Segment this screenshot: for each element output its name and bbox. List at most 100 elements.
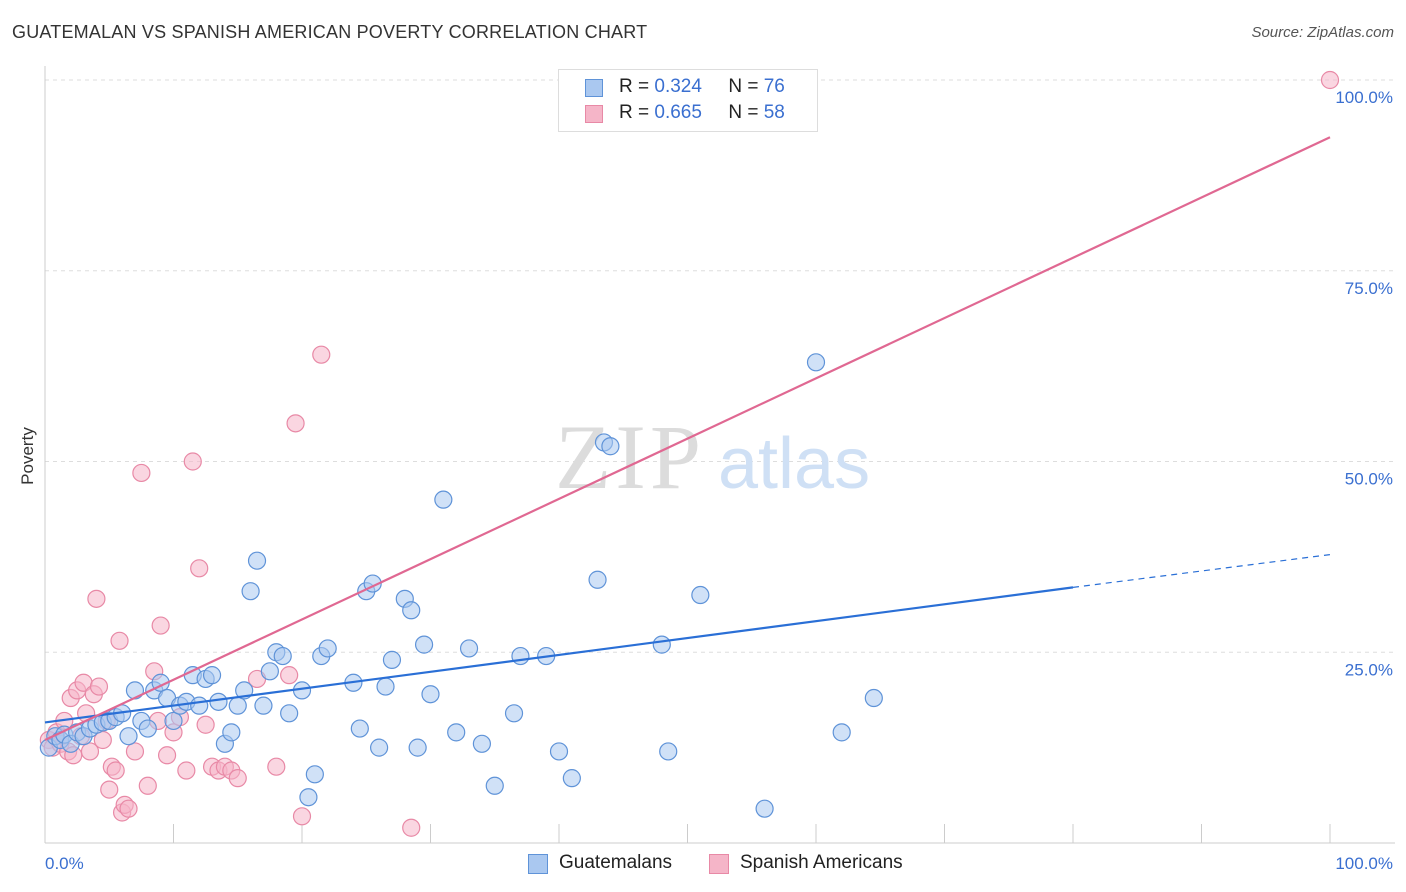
guatemalans-point: [601, 437, 620, 456]
y-tick-label: 25.0%: [1345, 660, 1393, 679]
watermark-zip: ZIP: [555, 406, 705, 508]
guatemalans-point: [190, 696, 209, 715]
guatemalans-point: [659, 742, 678, 761]
spanish-americans-point: [190, 559, 209, 578]
axes: [44, 66, 1395, 844]
guatemalans-point: [402, 601, 421, 620]
legend-swatch-pink: [585, 105, 603, 123]
guatemalans-point: [832, 723, 851, 742]
spanish-americans-point: [1320, 70, 1340, 90]
guatemalans-point: [273, 646, 292, 666]
guatemalans-point: [247, 551, 267, 570]
guatemalans-point: [414, 635, 434, 654]
spanish-americans-point: [402, 818, 421, 837]
guatemalans-point: [562, 769, 581, 788]
guatemalans-point: [588, 570, 607, 589]
spanish-americans-point: [138, 776, 157, 795]
x-tick-label-max: 100.0%: [1335, 854, 1393, 873]
spanish-americans-point: [119, 799, 138, 818]
y-tick-label: 50.0%: [1345, 470, 1393, 489]
spanish-americans-point: [196, 715, 215, 734]
legend-swatch-blue: [585, 79, 603, 97]
guatemalans-point: [350, 719, 369, 738]
spanish-americans-point: [106, 761, 125, 780]
guatemalans-trend-line: [44, 586, 1074, 724]
guatemalans-point: [138, 719, 157, 738]
guatemalans-point: [280, 704, 299, 723]
guatemalans-point: [382, 650, 402, 669]
guatemalans-point: [202, 666, 222, 685]
guatemalans-point: [241, 582, 260, 601]
spanish-americans-trend-line: [44, 136, 1331, 741]
guatemalans-point: [504, 704, 524, 723]
trend-lines: [44, 136, 1331, 741]
legend-n-value-guatemalans: 76: [763, 76, 785, 97]
guatemalans-point: [370, 738, 389, 757]
correlation-legend: R = 0.324 N = 76 R = 0.665 N = 58: [558, 69, 818, 132]
spanish-americans-point: [286, 414, 305, 433]
legend-r-label: R =: [619, 102, 650, 123]
guatemalans-point: [755, 799, 774, 818]
guatemalans-point: [434, 490, 453, 509]
spanish-americans-point: [228, 769, 247, 788]
guatemalans-point: [305, 765, 324, 784]
spanish-americans-point: [132, 463, 151, 483]
guatemalans-point: [209, 692, 228, 711]
guatemalans-point: [549, 742, 569, 761]
spanish-americans-point: [89, 677, 109, 696]
spanish-americans-point: [280, 666, 299, 685]
chart-title: GUATEMALAN VS SPANISH AMERICAN POVERTY C…: [12, 22, 648, 42]
y-tick-label: 100.0%: [1335, 88, 1393, 107]
bottom-legend-label-guatemalans: Guatemalans: [559, 852, 673, 873]
guatemalans-point: [459, 639, 479, 658]
spanish-americans-point: [110, 631, 129, 650]
guatemalans-point: [472, 734, 491, 753]
legend-r-label: R =: [619, 76, 650, 97]
spanish-americans-point: [87, 589, 106, 608]
guatemalans-point: [447, 723, 466, 742]
watermark-atlas: atlas: [718, 424, 870, 504]
guatemalans-point: [222, 723, 241, 742]
guatemalans-point: [376, 677, 395, 696]
guatemalans-point: [408, 738, 427, 757]
x-tick-label-min: 0.0%: [45, 854, 84, 873]
spanish-americans-point: [125, 742, 145, 761]
spanish-americans-point: [292, 807, 312, 826]
spanish-americans-point: [100, 780, 119, 799]
y-axis-label: Poverty: [18, 427, 37, 485]
source-label: Source: ZipAtlas.com: [1251, 24, 1394, 41]
legend-r-value-spanish: 0.665: [654, 102, 702, 123]
guatemalans-point: [806, 353, 826, 372]
legend-n-value-spanish: 58: [763, 102, 785, 123]
guatemalans-trend-extension: [1072, 553, 1331, 588]
guatemalans-point: [652, 635, 671, 654]
bottom-legend-swatch-blue: [528, 854, 548, 874]
grid-lines: [45, 79, 1395, 653]
guatemalans-point: [228, 696, 247, 715]
spanish-americans-point: [177, 761, 196, 780]
spanish-americans-point: [157, 746, 177, 765]
spanish-americans-point: [312, 345, 331, 364]
legend-n-label: N =: [728, 76, 759, 97]
spanish-americans-point: [183, 452, 202, 471]
spanish-americans-point: [80, 742, 100, 761]
guatemalans-point: [511, 646, 530, 666]
spanish-americans-point: [151, 616, 170, 635]
guatemalans-point: [260, 662, 279, 681]
bottom-legend-swatch-pink: [709, 854, 729, 874]
guatemalans-point: [299, 788, 318, 807]
guatemalans-point: [119, 727, 138, 746]
legend-n-label: N =: [728, 102, 759, 123]
guatemalans-point: [164, 711, 183, 731]
guatemalans-point: [485, 776, 504, 795]
legend-r-value-guatemalans: 0.324: [654, 76, 702, 97]
bottom-legend-label-spanish: Spanish Americans: [740, 852, 903, 873]
spanish-americans-point: [267, 757, 286, 776]
y-tick-label: 75.0%: [1345, 279, 1393, 298]
guatemalans-point: [691, 585, 710, 605]
guatemalans-point: [254, 696, 273, 715]
guatemalans-point: [318, 639, 337, 658]
guatemalans-point: [864, 688, 883, 708]
tick-labels: 25.0% 50.0% 75.0% 100.0% 0.0% 100.0%: [45, 88, 1393, 873]
